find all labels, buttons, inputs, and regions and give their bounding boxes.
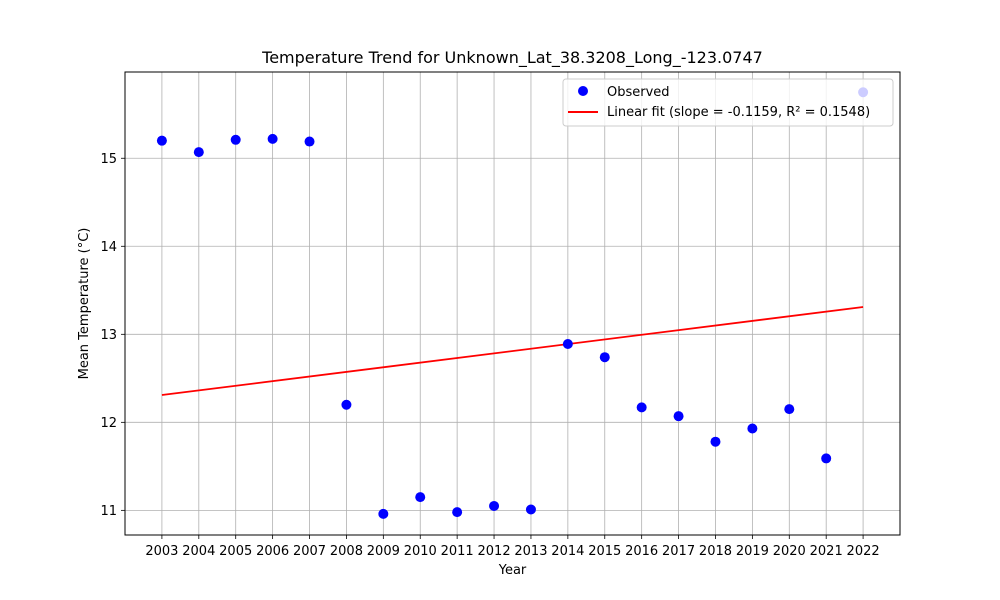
x-tick-label: 2020 [773, 544, 806, 559]
axis-ticks: 2003 2004 2005 2006 2007 2008 2009 2010 2011 2012… [100, 152, 879, 559]
x-tick-label: 2008 [330, 544, 363, 559]
data-point [784, 404, 795, 415]
legend-label-linear-fit: Linear fit (slope = -0.1159, R² = 0.1548… [607, 105, 870, 120]
legend-label-observed: Observed [607, 85, 670, 100]
data-point [710, 436, 721, 447]
x-tick-label: 2013 [514, 544, 547, 559]
data-point [415, 492, 426, 503]
x-tick-label: 2015 [588, 544, 621, 559]
fit-line [161, 306, 864, 396]
x-tick-label: 2003 [145, 544, 178, 559]
data-point [636, 402, 647, 413]
x-tick-label: 2010 [404, 544, 437, 559]
y-tick-label: 15 [100, 152, 117, 167]
x-tick-label: 2016 [625, 544, 658, 559]
x-tick-label: 2021 [810, 544, 843, 559]
data-point [230, 134, 241, 145]
x-tick-label: 2009 [367, 544, 400, 559]
x-tick-label: 2019 [736, 544, 769, 559]
x-tick-label: 2017 [662, 544, 695, 559]
x-tick-label: 2012 [478, 544, 511, 559]
data-point [489, 500, 500, 511]
y-tick-label: 14 [100, 240, 117, 255]
y-axis-label: Mean Temperature (°C) [77, 228, 92, 380]
legend-marker-observed [578, 86, 588, 96]
chart-title: Temperature Trend for Unknown_Lat_38.320… [261, 48, 763, 68]
y-tick-label: 13 [100, 328, 117, 343]
data-point [267, 133, 278, 144]
x-tick-label: 2014 [551, 544, 584, 559]
y-tick-label: 12 [100, 416, 117, 431]
data-point [452, 507, 463, 518]
x-tick-label: 2004 [182, 544, 215, 559]
data-point [341, 399, 352, 410]
legend: Observed Linear fit (slope = -0.1159, R²… [562, 78, 894, 127]
x-tick-label: 2006 [256, 544, 289, 559]
data-point [747, 423, 758, 434]
legend-box [562, 78, 894, 127]
x-axis-label: Year [498, 563, 527, 578]
plot-area [156, 87, 869, 519]
x-tick-label: 2011 [441, 544, 474, 559]
x-tick-label: 2018 [699, 544, 732, 559]
data-point [673, 411, 684, 422]
y-tick-label: 11 [100, 504, 117, 519]
x-tick-label: 2007 [293, 544, 326, 559]
x-tick-label: 2005 [219, 544, 252, 559]
grid [125, 72, 900, 535]
data-point [525, 504, 536, 515]
data-point [156, 135, 167, 146]
data-point [599, 352, 610, 363]
data-point [562, 338, 573, 349]
data-point [821, 453, 832, 464]
data-point [378, 508, 389, 519]
data-point [193, 147, 204, 158]
x-tick-label: 2022 [847, 544, 880, 559]
data-point [304, 136, 315, 147]
axes-frame [124, 71, 901, 536]
